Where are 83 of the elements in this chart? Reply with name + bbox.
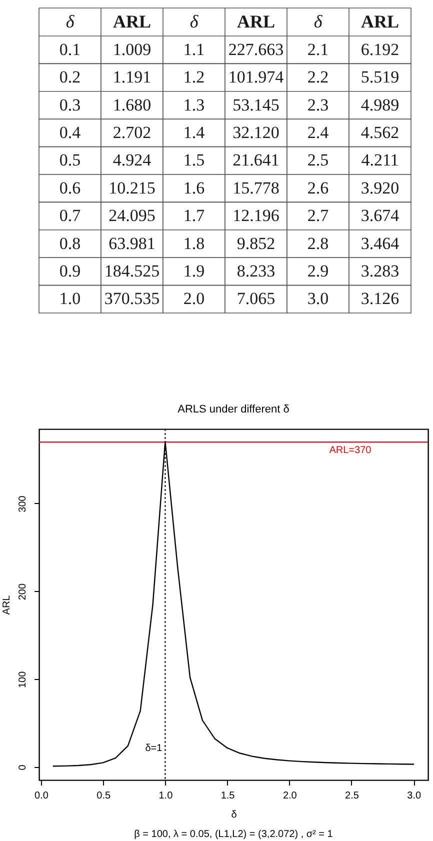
data-label: 3.0 <box>307 289 329 308</box>
data-label: 8.233 <box>236 261 276 280</box>
data-label: 3.920 <box>360 178 400 198</box>
x-tick-label: ARL <box>112 12 152 32</box>
data-label: 2.9 <box>307 261 329 280</box>
data-label: 1.7 <box>183 206 206 226</box>
data-label: 2.1 <box>307 40 329 59</box>
ref-line-label: δ=1 <box>145 743 163 754</box>
data-label: 1.5 <box>183 150 205 170</box>
x-tick-label: 0.0 <box>34 790 49 802</box>
data-label: 2.0 <box>183 289 205 308</box>
chart-title: ARLS under different δ <box>178 404 290 416</box>
x-tick-label: 2.5 <box>345 790 360 802</box>
x-tick-label: δ <box>314 12 323 32</box>
data-label: 2.2 <box>307 68 329 87</box>
data-label: 4.924 <box>112 150 152 170</box>
data-label: 0.4 <box>59 122 82 142</box>
y-tick-label: 200 <box>18 583 28 600</box>
data-label: 24.095 <box>108 206 156 226</box>
data-label: 3.283 <box>360 261 400 280</box>
data-label: 0.3 <box>59 95 81 114</box>
x-tick-label: δ <box>66 12 75 32</box>
data-label: 1.4 <box>183 122 206 142</box>
data-label: 1.680 <box>112 95 152 114</box>
data-label: 15.778 <box>232 178 280 198</box>
x-tick-label: ARL <box>236 12 276 32</box>
data-label: 10.215 <box>108 178 156 198</box>
x-tick-label: δ <box>190 12 199 32</box>
data-label: 184.525 <box>104 261 160 280</box>
data-label: 3.464 <box>360 234 400 253</box>
data-label: 7.065 <box>236 289 276 308</box>
data-label: 0.7 <box>59 206 82 226</box>
data-label: 1.9 <box>183 261 205 280</box>
x-tick-label: 2.0 <box>282 790 298 802</box>
ref-line-label: ARL=370 <box>329 445 372 456</box>
data-label: 2.3 <box>307 95 329 114</box>
data-label: 63.981 <box>108 234 156 253</box>
data-label: 4.989 <box>360 95 400 114</box>
data-label: 53.145 <box>232 95 280 114</box>
data-label: 0.1 <box>59 40 81 59</box>
data-label: 21.641 <box>232 150 280 170</box>
x-tick-label: 1.0 <box>158 790 174 802</box>
data-label: 3.126 <box>360 289 400 308</box>
y-tick-label: 300 <box>18 495 28 512</box>
data-label: 1.3 <box>183 95 205 114</box>
data-label: 2.5 <box>307 150 329 170</box>
data-label: 12.196 <box>232 206 280 226</box>
x-tick-label: 3.0 <box>407 790 422 802</box>
data-label: 1.009 <box>112 40 152 59</box>
data-label: 1.0 <box>59 289 81 308</box>
data-label: 9.852 <box>236 234 276 253</box>
data-label: 3.674 <box>360 206 400 226</box>
data-label: 101.974 <box>228 68 284 87</box>
x-tick-label: ARL <box>360 12 400 32</box>
data-label: 1.191 <box>112 68 152 87</box>
data-label: 4.211 <box>361 150 399 170</box>
data-label: 32.120 <box>232 122 280 142</box>
text: β = 100, λ = 0.05, (L1,L2) = (3,2.072) , σ² = 1 <box>134 829 334 840</box>
data-label: 370.535 <box>104 289 160 308</box>
data-label: 2.8 <box>307 234 329 253</box>
data-label: 0.6 <box>59 178 81 198</box>
x-tick-label: 1.5 <box>220 790 236 802</box>
data-label: 2.6 <box>307 178 329 198</box>
data-label: 6.192 <box>360 40 400 59</box>
data-label: 1.8 <box>183 234 205 253</box>
y-axis-title: ARL <box>2 594 12 615</box>
data-label: 0.2 <box>59 68 81 87</box>
data-label: 0.9 <box>59 261 81 280</box>
data-label: 0.5 <box>59 150 81 170</box>
x-axis-title: δ <box>231 810 238 820</box>
data-label: 0.8 <box>59 234 81 253</box>
data-label: 1.2 <box>183 68 205 87</box>
data-label: 5.519 <box>360 68 400 87</box>
data-label: 2.702 <box>112 122 152 142</box>
x-tick-label: 0.5 <box>96 790 111 802</box>
data-label: 1.6 <box>183 178 205 198</box>
data-label: 2.7 <box>307 206 330 226</box>
data-label: 1.1 <box>183 40 205 59</box>
y-tick-label: 100 <box>18 670 28 688</box>
y-tick-label: 0 <box>18 764 28 770</box>
data-label: 4.562 <box>360 122 400 142</box>
data-label: 227.663 <box>228 40 284 59</box>
data-label: 2.4 <box>307 122 330 142</box>
